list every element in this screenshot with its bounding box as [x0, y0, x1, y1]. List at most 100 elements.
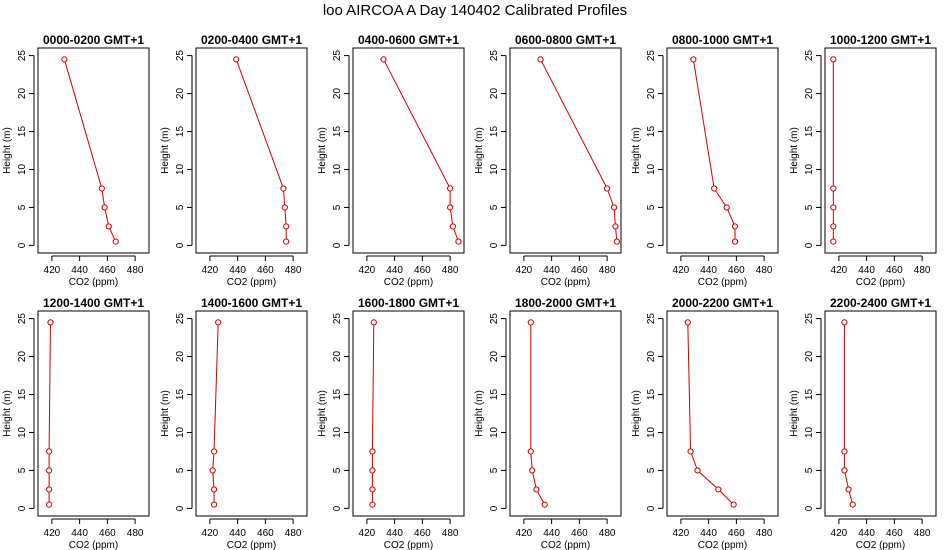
data-point — [533, 486, 540, 493]
plot-frame — [195, 310, 308, 517]
series-line-segment — [693, 61, 715, 186]
series-line-segment — [541, 61, 607, 187]
series-line-segment — [64, 61, 102, 187]
x-tick-label: 480 — [756, 528, 773, 539]
x-axis-label: CO2 (ppm) — [698, 277, 747, 288]
data-point — [281, 204, 288, 211]
data-point — [210, 501, 218, 508]
plot-frame — [37, 310, 150, 517]
y-axis-label: Height (m) — [160, 127, 171, 174]
series-line-segment — [384, 61, 450, 187]
x-tick-label: 440 — [700, 528, 717, 539]
y-tick-label: 25 — [646, 50, 657, 62]
y-tick-label: 5 — [646, 204, 657, 210]
series-line-segment — [530, 454, 533, 468]
data-point — [694, 467, 701, 474]
x-tick-label: 420 — [831, 265, 848, 276]
data-point — [830, 238, 837, 245]
x-tick-label: 420 — [516, 265, 533, 276]
y-tick-label: 20 — [332, 88, 343, 100]
x-tick-label: 440 — [229, 528, 246, 539]
panel-title: 0200-0400 GMT+1 — [201, 33, 302, 47]
series-line-segment — [532, 472, 537, 487]
profile-panel: 1600-1800 GMT+1 420 440 460 480 CO2 (ppm) 0 5 10… — [317, 296, 465, 550]
y-tick-label: 5 — [175, 467, 186, 473]
y-tick-label: 15 — [804, 126, 815, 138]
data-point — [613, 238, 620, 245]
series-line-segment — [687, 324, 692, 449]
x-axis-label: CO2 (ppm) — [69, 277, 118, 288]
data-point — [447, 185, 454, 192]
y-tick-label: 5 — [489, 204, 500, 210]
y-axis-label: Height (m) — [317, 390, 328, 437]
profile-panel: 2000-2200 GMT+1 420 440 460 480 CO2 (ppm) 0 5 10… — [631, 296, 779, 550]
data-point — [61, 56, 68, 63]
x-tick-label: 440 — [858, 528, 875, 539]
y-tick-label: 5 — [804, 204, 815, 210]
x-axis-label: CO2 (ppm) — [698, 540, 747, 550]
y-tick-label: 5 — [17, 467, 28, 473]
x-tick-label: 480 — [442, 528, 459, 539]
data-point — [604, 185, 611, 192]
data-point — [46, 486, 53, 493]
x-tick-label: 440 — [700, 265, 717, 276]
plot-frame — [195, 47, 308, 254]
data-point — [715, 486, 722, 493]
data-point — [210, 448, 218, 455]
series-line-segment — [691, 453, 698, 469]
y-tick-label: 10 — [489, 426, 500, 438]
x-tick-label: 480 — [599, 528, 616, 539]
profile-panel: 1200-1400 GMT+1 420 440 460 480 CO2 (ppm) 0 5 10… — [2, 296, 150, 550]
y-tick-label: 15 — [489, 389, 500, 401]
data-point — [841, 319, 848, 326]
x-tick-label: 460 — [571, 265, 588, 276]
y-tick-label: 20 — [17, 351, 28, 363]
x-tick-label: 460 — [886, 265, 903, 276]
data-point — [690, 56, 697, 63]
y-axis-label: Height (m) — [631, 127, 642, 174]
x-tick-label: 460 — [571, 528, 588, 539]
plot-frame — [37, 47, 150, 254]
plot-frame — [666, 47, 779, 254]
x-tick-label: 460 — [728, 528, 745, 539]
y-tick-label: 15 — [646, 126, 657, 138]
y-tick-label: 15 — [17, 126, 28, 138]
series-line-segment — [615, 228, 618, 240]
series-line-segment — [371, 324, 375, 449]
data-point — [210, 486, 218, 493]
plot-frame — [509, 47, 622, 254]
x-tick-label: 460 — [728, 265, 745, 276]
y-tick-label: 5 — [17, 204, 28, 210]
plot-frame — [352, 310, 465, 517]
y-tick-label: 25 — [332, 313, 343, 325]
data-point — [98, 185, 105, 192]
series-line-segment — [109, 228, 116, 240]
data-point — [841, 467, 848, 474]
x-tick-label: 460 — [414, 528, 431, 539]
data-point — [830, 185, 837, 192]
data-point — [830, 223, 837, 230]
series-line-segment — [719, 490, 733, 504]
profile-panel: 2200-2400 GMT+1 420 440 460 480 CO2 (ppm) 0 5 10… — [789, 296, 937, 550]
x-tick-label: 440 — [543, 528, 560, 539]
series-line-segment — [284, 210, 287, 224]
x-tick-label: 480 — [285, 528, 302, 539]
plot-frame — [509, 310, 622, 517]
y-tick-label: 5 — [332, 204, 343, 210]
y-tick-label: 10 — [17, 163, 28, 175]
series-line-segment — [213, 324, 219, 449]
x-tick-label: 420 — [44, 265, 61, 276]
y-tick-label: 20 — [646, 351, 657, 363]
y-tick-label: 10 — [804, 426, 815, 438]
data-point — [283, 223, 290, 230]
y-tick-label: 25 — [489, 50, 500, 62]
y-tick-label: 10 — [646, 426, 657, 438]
panel-title: 1400-1600 GMT+1 — [201, 296, 302, 310]
series-line-segment — [453, 228, 459, 240]
y-tick-label: 15 — [804, 389, 815, 401]
profile-panel: 0200-0400 GMT+1 420 440 460 480 CO2 (ppm) 0 5 10… — [160, 33, 308, 288]
x-tick-label: 460 — [257, 265, 274, 276]
y-tick-label: 20 — [17, 88, 28, 100]
x-tick-label: 480 — [914, 528, 931, 539]
series-line-segment — [212, 454, 215, 468]
